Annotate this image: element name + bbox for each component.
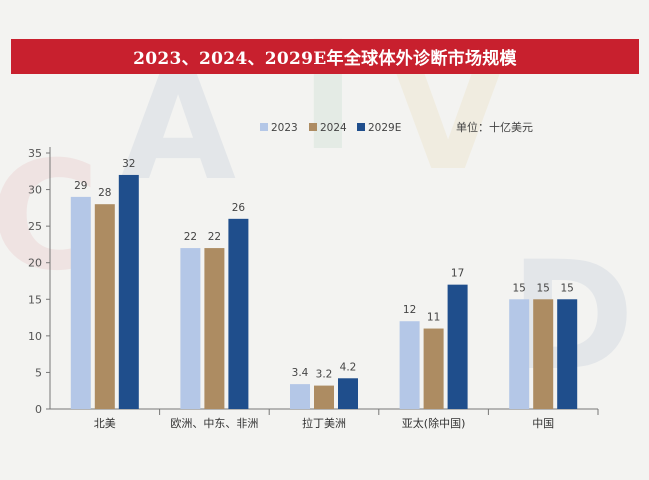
legend-swatch-2029E [357,123,365,131]
bar-2023 [399,321,420,409]
data-label: 3.4 [292,367,309,379]
legend-swatch-2023 [260,123,268,131]
bar-2024 [533,299,554,409]
data-label: 11 [427,312,440,324]
bar-2029E [118,174,139,409]
bar-2024 [94,204,115,409]
bar-2024 [423,328,444,409]
legend-swatch-2024 [309,123,317,131]
data-label: 22 [208,231,221,243]
bar-2023 [70,196,91,409]
data-label: 32 [122,158,135,170]
bar-2029E [447,284,468,409]
data-label: 22 [184,231,197,243]
data-label: 26 [232,202,246,214]
category-label: 拉丁美洲 [302,416,346,430]
y-tick-label: 10 [28,330,42,343]
category-label: 北美 [94,417,116,430]
category-label: 欧洲、中东、非洲 [170,417,258,430]
data-label: 12 [403,304,416,316]
data-label: 29 [74,180,87,192]
data-label: 4.2 [340,361,357,373]
legend-label-2023: 2023 [271,122,298,134]
category-label: 亚太(除中国) [402,416,466,430]
bar-2024 [314,385,334,409]
data-label: 28 [98,187,111,199]
unit-label: 单位：十亿美元 [456,120,533,134]
bar-2029E [557,299,578,409]
y-tick-label: 20 [28,257,42,270]
data-label: 15 [537,282,550,294]
data-label: 15 [513,282,526,294]
legend-label-2029E: 2029E [368,122,401,134]
y-tick-label: 30 [28,184,42,197]
bar-2024 [204,248,225,409]
bar-2023 [180,248,201,409]
data-label: 15 [561,282,574,294]
bar-2023 [290,384,310,409]
y-tick-label: 5 [35,366,42,379]
y-tick-label: 25 [28,220,42,233]
chart-title: 2023、2024、2029E年全球体外诊断市场规模 [133,49,517,69]
bar-2023 [509,299,530,409]
legend-label-2024: 2024 [320,122,347,134]
bar-2029E [228,218,249,409]
y-tick-label: 0 [35,403,42,416]
y-tick-label: 15 [28,293,42,306]
category-label: 中国 [532,417,554,430]
data-label: 17 [451,268,464,280]
title-banner: 2023、2024、2029E年全球体外诊断市场规模 [11,39,639,74]
y-tick-label: 35 [28,147,42,160]
bar-2029E [338,378,358,409]
data-label: 3.2 [316,369,333,381]
